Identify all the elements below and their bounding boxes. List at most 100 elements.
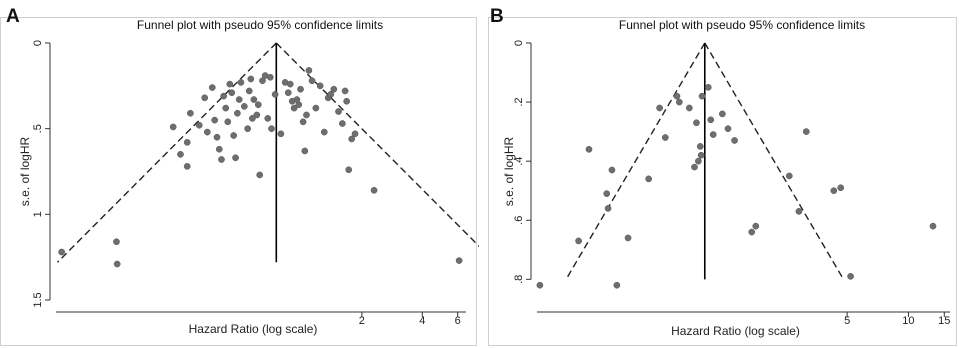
study-point-a xyxy=(241,103,248,110)
study-point-a xyxy=(301,147,309,155)
study-point-b xyxy=(536,281,544,289)
study-point-b xyxy=(785,172,793,180)
panel-b: Funnel plot with pseudo 95% confidence l… xyxy=(480,0,959,348)
study-point-b xyxy=(752,222,760,230)
study-point-a xyxy=(113,260,121,268)
funnel-plot-b: Funnel plot with pseudo 95% confidence l… xyxy=(488,17,957,346)
study-point-a xyxy=(259,77,266,85)
study-point-b xyxy=(604,205,612,212)
study-point-b xyxy=(847,273,854,280)
y-tick-label-a: 0 xyxy=(32,40,44,46)
study-point-b xyxy=(695,157,702,165)
panel-label-a: A xyxy=(6,6,20,27)
study-point-a xyxy=(228,89,236,97)
study-point-a xyxy=(58,248,65,256)
panel-a: Funnel plot with pseudo 95% confidence l… xyxy=(0,0,479,348)
study-point-a xyxy=(286,80,294,88)
study-point-a xyxy=(341,87,349,95)
study-point-a xyxy=(213,133,221,141)
study-point-a xyxy=(218,156,225,163)
study-point-a xyxy=(177,151,184,158)
study-point-b xyxy=(673,92,681,100)
study-point-a xyxy=(169,123,177,131)
y-axis-title-a: s.e. of logHR xyxy=(18,136,32,206)
y-tick-label-a: .5 xyxy=(32,124,44,133)
study-point-a xyxy=(183,139,191,146)
y-tick-label-b: 0 xyxy=(513,40,525,46)
study-point-b xyxy=(675,98,683,106)
ci-upper-line-b xyxy=(704,42,845,280)
study-point-a xyxy=(249,115,256,122)
study-point-b xyxy=(704,83,712,91)
study-point-a xyxy=(250,96,258,103)
study-point-a xyxy=(195,121,203,129)
study-point-a xyxy=(234,109,241,117)
study-point-a xyxy=(211,116,219,124)
study-point-b xyxy=(585,145,593,153)
study-point-b xyxy=(707,116,715,124)
plot-frame-b xyxy=(488,17,957,346)
study-point-a xyxy=(215,145,223,153)
study-point-a xyxy=(237,79,245,86)
y-axis-title-b: s.e. of logHR xyxy=(502,136,516,206)
study-point-a xyxy=(203,128,211,136)
x-tick-label-b: 10 xyxy=(902,315,914,327)
x-tick-label-a: 2 xyxy=(359,315,365,327)
x-axis-title-b: Hazard Ratio (log scale) xyxy=(671,324,800,338)
study-point-b xyxy=(795,208,803,215)
study-point-b xyxy=(645,175,652,183)
study-point-a xyxy=(187,109,194,117)
study-point-b xyxy=(929,222,937,230)
study-point-b xyxy=(719,110,726,118)
study-point-a xyxy=(299,118,307,126)
study-point-b xyxy=(603,190,611,198)
study-point-a xyxy=(312,104,320,112)
funnel-plot-a: Funnel plot with pseudo 95% confidence l… xyxy=(0,17,479,346)
study-point-a xyxy=(220,92,227,100)
study-point-a xyxy=(244,125,252,133)
study-point-a xyxy=(235,96,243,103)
x-tick-label-a: 6 xyxy=(455,315,461,327)
study-point-b xyxy=(693,119,700,127)
study-point-a xyxy=(316,82,324,90)
study-point-a xyxy=(264,115,272,122)
y-tick-label-b: .6 xyxy=(513,216,525,225)
study-point-b xyxy=(697,151,705,159)
study-point-a xyxy=(348,135,356,143)
y-tick-label-a: 1 xyxy=(32,211,44,217)
study-point-a xyxy=(247,75,255,83)
study-point-a xyxy=(370,186,378,194)
study-point-b xyxy=(661,134,669,141)
study-point-a xyxy=(254,101,262,109)
y-tick-label-b: .4 xyxy=(513,157,525,166)
study-point-a xyxy=(455,257,463,264)
study-point-a xyxy=(327,91,335,98)
study-point-a xyxy=(113,238,120,246)
study-point-b xyxy=(724,125,732,133)
study-point-b xyxy=(830,187,838,195)
study-point-b xyxy=(837,184,845,192)
study-point-a xyxy=(256,171,264,179)
study-point-b xyxy=(731,137,738,144)
study-point-b xyxy=(686,104,693,112)
study-point-a xyxy=(245,87,253,95)
study-point-a xyxy=(343,97,351,105)
study-point-a xyxy=(345,166,353,174)
panel-label-b: B xyxy=(490,6,504,27)
study-point-a xyxy=(201,94,209,102)
study-point-a xyxy=(335,108,342,115)
study-point-a xyxy=(230,132,238,139)
y-tick-label-a: 1.5 xyxy=(32,292,44,307)
ci-upper-line-a xyxy=(275,42,479,248)
plot-frame-a xyxy=(0,17,477,346)
study-point-a xyxy=(351,130,359,138)
ci-lower-line-b xyxy=(565,42,706,280)
ci-lower-line-a xyxy=(56,42,277,263)
study-point-a xyxy=(268,125,275,133)
study-point-b xyxy=(802,128,810,135)
study-point-a xyxy=(290,104,298,112)
study-point-b xyxy=(624,234,632,242)
chart-title-b: Funnel plot with pseudo 95% confidence l… xyxy=(619,18,865,32)
study-point-a xyxy=(271,91,279,98)
study-point-a xyxy=(226,80,234,88)
